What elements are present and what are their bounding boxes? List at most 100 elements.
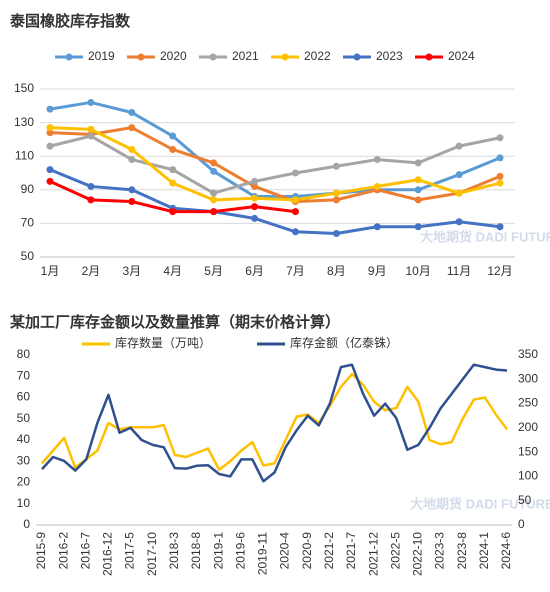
series-point (46, 105, 54, 113)
legend-label: 2019 (88, 49, 115, 63)
x-tick-label: 2021-2 (322, 532, 336, 570)
x-tick-label: 1月 (41, 264, 60, 278)
legend-label: 2023 (376, 49, 403, 63)
series-point (251, 194, 259, 202)
y-tick-label: 110 (15, 148, 34, 162)
y-tick-label: 60 (17, 390, 31, 404)
x-tick-label: 2022-5 (388, 532, 402, 570)
series-point (87, 132, 95, 140)
legend-label: 2024 (448, 49, 475, 63)
x-tick-label: 2021-7 (344, 532, 358, 570)
x-tick-label: 2022-10 (411, 532, 425, 576)
series-point (373, 223, 381, 231)
legend-dot (425, 53, 433, 61)
x-tick-label: 2月 (82, 264, 101, 278)
series-point (496, 223, 504, 231)
series-point (210, 167, 218, 175)
y2-tick-label: 200 (518, 420, 538, 434)
x-tick-label: 8月 (327, 264, 346, 278)
chart-title: 泰国橡胶库存指数 (9, 12, 131, 30)
x-tick-label: 2024-6 (499, 532, 513, 570)
series-point (251, 182, 259, 190)
series-point (251, 203, 259, 211)
x-tick-label: 11月 (447, 264, 471, 278)
y2-tick-label: 250 (518, 396, 538, 410)
series-point (128, 109, 136, 117)
legend-dot (209, 53, 217, 61)
x-tick-label: 5月 (204, 264, 223, 278)
y-tick-label: 90 (21, 182, 35, 196)
y-tick-label: 70 (17, 368, 31, 382)
series-point (455, 171, 463, 179)
x-tick-label: 2017-10 (145, 532, 159, 576)
legend-dot (137, 53, 145, 61)
watermark: 大地期货 DADI FUTURES (410, 496, 550, 511)
series-point (251, 177, 259, 185)
y-tick-label: 50 (21, 249, 35, 263)
legend-label: 库存数量（万吨） (115, 335, 211, 350)
y2-tick-label: 150 (518, 444, 538, 458)
series-point (455, 218, 463, 226)
series-line (49, 134, 501, 195)
series-point (128, 124, 136, 132)
series-point (87, 98, 95, 106)
x-tick-label: 2020-4 (278, 532, 292, 570)
x-tick-label: 2023-3 (433, 532, 447, 570)
x-tick-label: 9月 (368, 264, 387, 278)
series-point (414, 186, 422, 194)
y-tick-label: 130 (14, 115, 34, 129)
series-point (251, 214, 259, 222)
series-point (46, 177, 54, 185)
series-point (332, 162, 340, 170)
x-tick-label: 2021-12 (366, 532, 380, 576)
legend-dot (65, 53, 73, 61)
series-point (169, 166, 177, 174)
series-point (373, 182, 381, 190)
x-tick-label: 2018-3 (167, 532, 181, 570)
y-tick-label: 40 (17, 432, 31, 446)
series-point (414, 176, 422, 184)
x-tick-label: 2019-1 (211, 532, 225, 570)
series-point (332, 189, 340, 197)
series-point (291, 196, 299, 204)
series-point (128, 156, 136, 164)
series-point (169, 145, 177, 153)
chart-title: 某加工厂库存金额以及数量推算（期末价格计算） (10, 313, 340, 331)
series-point (128, 198, 136, 206)
series-point (169, 208, 177, 216)
series-line (41, 363, 508, 483)
series-point (414, 159, 422, 167)
y2-tick-label: 0 (518, 517, 525, 531)
series-point (46, 166, 54, 174)
y2-tick-label: 100 (518, 469, 538, 483)
series-line (49, 126, 501, 204)
x-tick-label: 4月 (163, 264, 182, 278)
series-line (49, 168, 501, 235)
series-line (49, 100, 501, 199)
series-point (496, 179, 504, 187)
x-tick-label: 2016-2 (56, 532, 70, 570)
series-point (169, 179, 177, 187)
series-point (414, 196, 422, 204)
series-point (87, 196, 95, 204)
y-tick-label: 150 (14, 81, 34, 95)
y-tick-label: 70 (21, 216, 35, 230)
y-tick-label: 50 (17, 411, 31, 425)
legend-label: 2020 (160, 49, 187, 63)
y-tick-label: 10 (17, 496, 31, 510)
x-tick-label: 2018-8 (189, 532, 203, 570)
series-line (41, 372, 509, 471)
y2-tick-label: 50 (518, 493, 532, 507)
legend-label: 2021 (232, 49, 259, 63)
y-tick-label: 0 (23, 517, 30, 531)
x-tick-label: 2024-1 (477, 532, 491, 570)
series-point (455, 142, 463, 150)
series-point (496, 154, 504, 162)
legend-dot (281, 53, 289, 61)
series-point (210, 159, 218, 167)
x-tick-label: 7月 (286, 264, 305, 278)
series-point (332, 196, 340, 204)
y2-tick-label: 300 (518, 371, 538, 385)
y2-tick-label: 350 (518, 347, 538, 361)
